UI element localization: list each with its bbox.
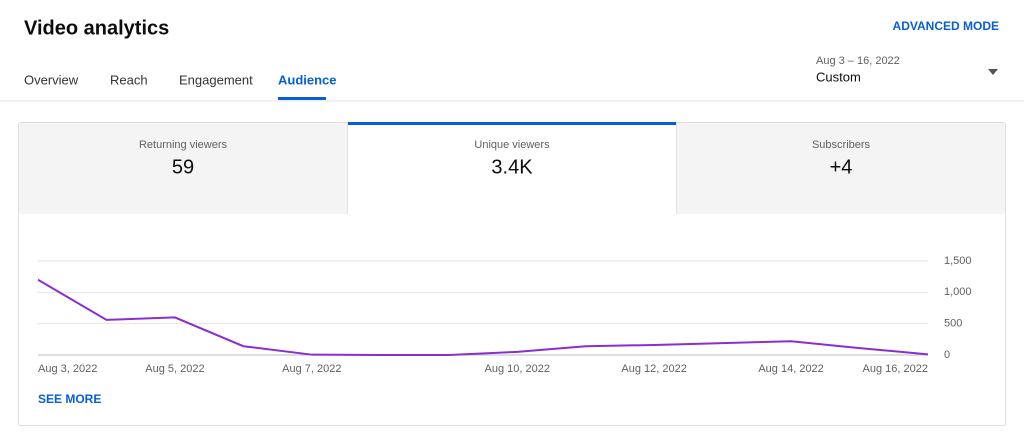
x-tick-label: Aug 16, 2022 (863, 363, 928, 375)
tab[interactable]: Overview (24, 72, 79, 87)
x-tick-label: Aug 3, 2022 (38, 363, 97, 375)
date-range[interactable]: Aug 3 – 16, 2022 (816, 55, 900, 67)
metric-tab[interactable] (677, 123, 1005, 214)
y-tick-label: 1,500 (944, 255, 972, 267)
y-tick-label: 500 (944, 318, 962, 330)
x-tick-label: Aug 14, 2022 (758, 363, 823, 375)
x-tick-label: Aug 7, 2022 (282, 363, 341, 375)
date-label[interactable]: Custom (816, 69, 861, 84)
metric-tab[interactable] (19, 123, 347, 214)
tab-active[interactable]: Audience (278, 72, 337, 87)
x-tick-label: Aug 12, 2022 (621, 363, 686, 375)
x-tick-label: Aug 5, 2022 (145, 363, 204, 375)
advanced-mode[interactable]: ADVANCED MODE (893, 19, 999, 33)
metric-value: 3.4K (491, 156, 533, 178)
metric-value: 59 (172, 156, 194, 178)
data-line (37, 278, 929, 356)
chart: 0 500 1,000 1,500 Aug 3, 2022 Aug 5, 2022 Aug … (37, 255, 972, 375)
y-tick-label: 1,000 (944, 286, 972, 298)
see-more[interactable]: SEE MORE (38, 392, 101, 406)
tab-underline (278, 97, 326, 100)
x-tick-label: Aug 10, 2022 (485, 363, 550, 375)
metric-label: Unique viewers (474, 139, 550, 151)
tab[interactable]: Engagement (179, 72, 253, 87)
metric-active-bar (348, 122, 676, 125)
metric-label: Returning viewers (139, 139, 228, 151)
y-tick-label: 0 (944, 349, 950, 361)
dropdown-arrow[interactable] (988, 69, 998, 75)
metric-label: Subscribers (812, 139, 871, 151)
page-title: Video analytics (24, 17, 169, 39)
tab[interactable]: Reach (110, 72, 148, 87)
metric-value: +4 (830, 156, 853, 178)
